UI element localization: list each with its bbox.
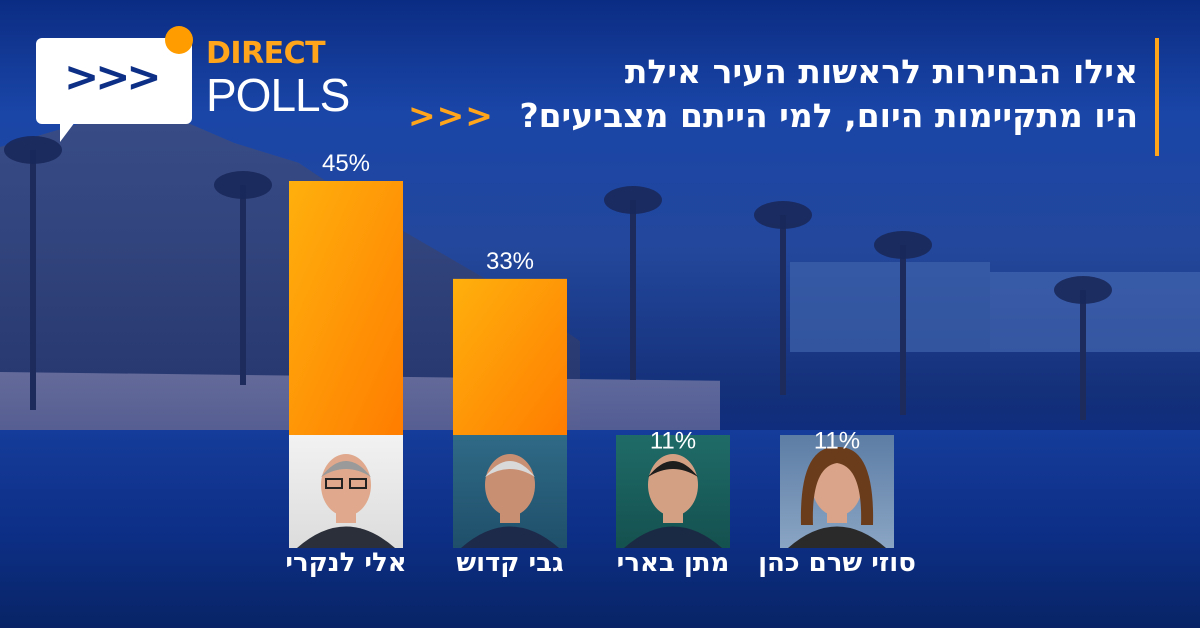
background-hotel [790,262,990,352]
bar-value-label: 33% [486,248,534,275]
photo-shoulders [297,526,395,548]
photo-shoulders [788,526,886,548]
palm-tree [754,201,812,395]
logo-speech-bubble-tail [60,118,78,142]
palm-tree [604,186,662,380]
question-line-2: היו מתקיימות היום, למי הייתם מצביעים? [519,96,1138,135]
logo-speech-bubble [36,38,192,124]
photo-shoulders [624,526,722,548]
candidate-photo [780,435,894,548]
candidate-name-label: מתן בארי [616,548,730,578]
background-sea [0,430,1200,628]
photo-glasses [325,478,343,489]
candidate-photo [453,435,567,548]
logo-arrows-icon: >>> [64,52,162,101]
logo-text-direct: DIRECT [206,36,326,71]
title-accent-bar [1155,38,1159,156]
photo-hair [321,461,371,477]
candidate-name-label: גבי קדוש [456,548,564,578]
candidate-photo [616,435,730,548]
logo-dot [165,26,193,54]
photo-glasses [349,478,367,489]
photo-hair [800,446,874,525]
logo-text-polls: POLLS [206,69,350,121]
photo-hair [648,461,698,477]
palm-tree [1054,276,1112,420]
bar-value-label: 11% [650,427,696,454]
bar [289,181,403,435]
candidate-name-label: סוזי שרם כהן [758,548,916,578]
candidate-photo [289,435,403,548]
question-line-1: אילו הבחירות לראשות העיר אילת [624,52,1138,91]
photo-shoulders [461,526,559,548]
bar-value-label: 11% [814,427,860,454]
bar-value-label: 45% [322,150,370,177]
palm-tree [214,171,272,385]
palm-tree [874,231,932,415]
photo-hair [485,461,535,477]
candidate-name-label: אלי לנקרי [285,548,407,578]
bar [453,278,567,435]
question-arrows-icon: <<< [407,96,494,135]
poll-question: אילו הבחירות לראשות העיר אילת היו מתקיימ… [378,50,1138,138]
palm-tree [4,136,62,410]
